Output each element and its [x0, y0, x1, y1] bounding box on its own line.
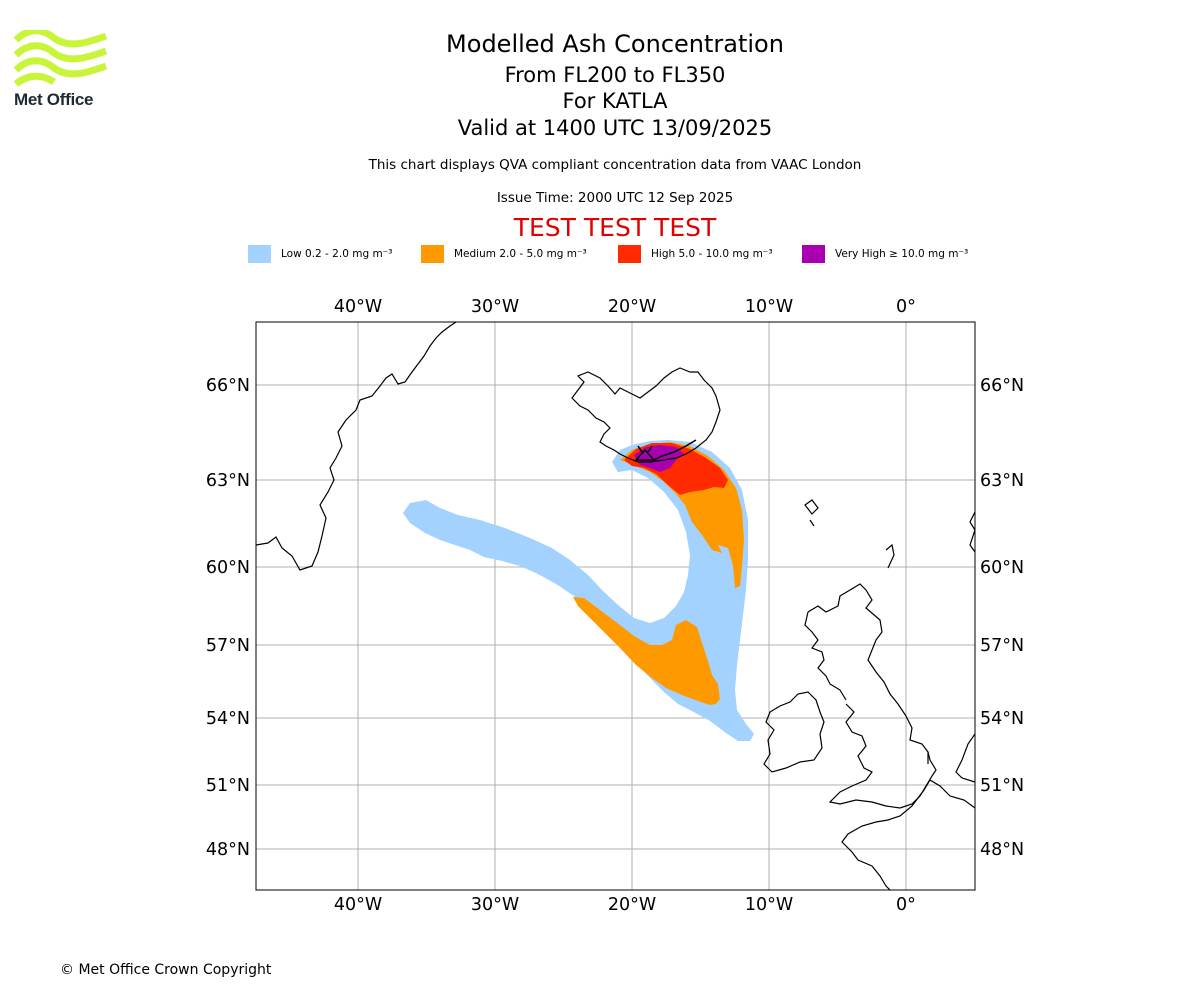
lat-label-left: 60°N — [206, 558, 250, 578]
lon-label-bottom: 10°W — [745, 895, 793, 915]
lat-label-right: 63°N — [980, 471, 1024, 491]
lon-labels-bottom: 40°W 30°W 20°W 10°W 0° — [334, 895, 916, 915]
volcano-name: For KATLA — [562, 89, 668, 113]
legend-label-medium: Medium 2.0 - 5.0 mg m⁻³ — [454, 248, 587, 260]
issue-time: Issue Time: 2000 UTC 12 Sep 2025 — [496, 190, 734, 206]
lon-label-bottom: 0° — [896, 895, 916, 915]
lat-label-right: 51°N — [980, 776, 1024, 796]
lat-label-right: 48°N — [980, 840, 1024, 860]
lat-label-right: 54°N — [980, 709, 1024, 729]
shetland-coast — [885, 543, 895, 569]
coastlines — [256, 322, 975, 890]
lon-label-top: 10°W — [745, 297, 793, 317]
map-frame — [255, 321, 976, 891]
copyright-notice: © Met Office Crown Copyright — [60, 962, 272, 978]
lon-label-top: 40°W — [334, 297, 382, 317]
ash-area-medium-south — [573, 597, 720, 705]
legend-label-low: Low 0.2 - 2.0 mg m⁻³ — [281, 248, 393, 260]
legend-swatch-low — [248, 245, 271, 263]
flight-level-range: From FL200 to FL350 — [504, 63, 726, 87]
scotland-west-coast — [804, 611, 847, 701]
lon-label-bottom: 30°W — [471, 895, 519, 915]
legend-swatch-high — [618, 245, 641, 263]
lat-label-left: 51°N — [206, 776, 250, 796]
lon-label-top: 20°W — [608, 297, 656, 317]
valid-time: Valid at 1400 UTC 13/09/2025 — [457, 116, 773, 140]
lon-label-top: 0° — [896, 297, 916, 317]
lat-label-right: 66°N — [980, 376, 1024, 396]
volcano-marker-icon — [634, 439, 697, 461]
lon-label-bottom: 20°W — [608, 895, 656, 915]
greenland-coast — [256, 322, 457, 571]
legend-swatch-medium — [421, 245, 444, 263]
france-coast — [841, 779, 975, 890]
test-banner: TEST TEST TEST — [513, 213, 717, 242]
lat-label-left: 54°N — [206, 709, 250, 729]
lat-label-left: 63°N — [206, 471, 250, 491]
lat-label-right: 60°N — [980, 558, 1024, 578]
logo-wordmark: Met Office — [14, 90, 94, 109]
lat-labels-left: 66°N 63°N 60°N 57°N 54°N 51°N 48°N — [206, 376, 250, 860]
compliance-note: This chart displays QVA compliant concen… — [368, 157, 862, 173]
legend-item-high: High 5.0 - 10.0 mg m⁻³ — [618, 244, 773, 264]
netherlands-coast — [955, 733, 975, 783]
england-coast — [828, 703, 937, 809]
lat-label-right: 57°N — [980, 636, 1024, 656]
legend-swatch-very-high — [802, 245, 825, 263]
lon-labels-top: 40°W 30°W 20°W 10°W 0° — [334, 297, 916, 317]
faroe-islands-coast — [804, 499, 819, 527]
map-gridlines — [256, 322, 975, 890]
met-office-logo: Met Office — [14, 30, 109, 112]
legend-item-medium: Medium 2.0 - 5.0 mg m⁻³ — [421, 244, 587, 264]
iceland-coast — [571, 367, 721, 463]
concentration-legend: Low 0.2 - 2.0 mg m⁻³ Medium 2.0 - 5.0 mg… — [0, 244, 1200, 264]
lon-label-bottom: 40°W — [334, 895, 382, 915]
lat-label-left: 66°N — [206, 376, 250, 396]
met-office-wave-icon — [14, 30, 108, 87]
lon-label-top: 30°W — [471, 297, 519, 317]
legend-item-very-high: Very High ≥ 10.0 mg m⁻³ — [802, 244, 968, 264]
ireland-coast — [763, 691, 825, 773]
scotland-coast — [807, 583, 929, 764]
lat-label-left: 57°N — [206, 636, 250, 656]
lat-labels-right: 66°N 63°N 60°N 57°N 54°N 51°N 48°N — [980, 376, 1024, 860]
legend-label-very-high: Very High ≥ 10.0 mg m⁻³ — [835, 248, 969, 260]
chart-title: Modelled Ash Concentration — [446, 30, 784, 58]
lat-label-left: 48°N — [206, 840, 250, 860]
legend-label-high: High 5.0 - 10.0 mg m⁻³ — [651, 248, 773, 260]
norway-coast — [969, 511, 975, 553]
legend-item-low: Low 0.2 - 2.0 mg m⁻³ — [248, 244, 392, 264]
